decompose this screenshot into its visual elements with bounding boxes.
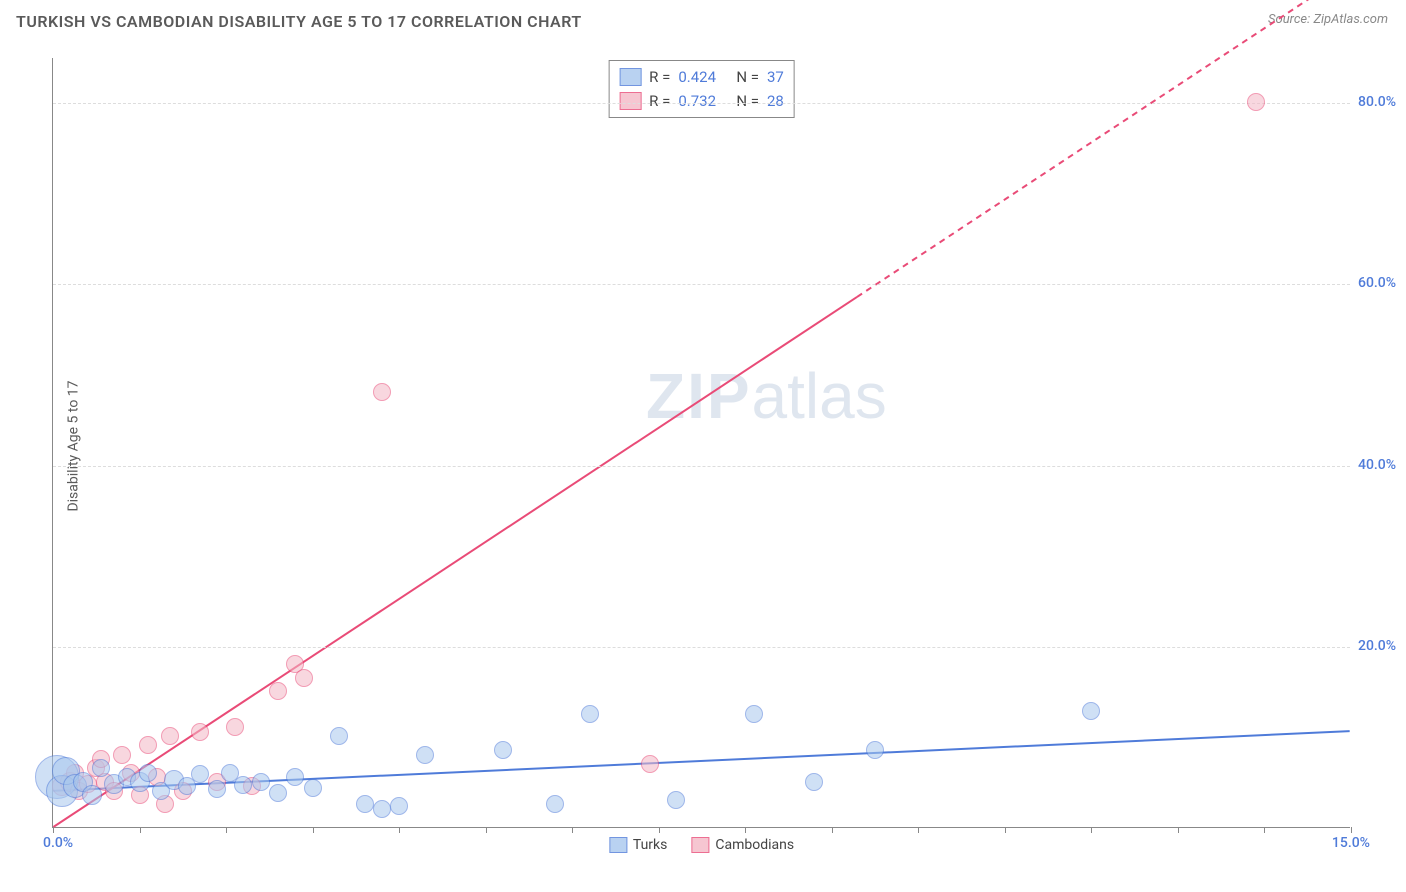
cambodians-stats-row: R = 0.732 N = 28 — [619, 89, 784, 113]
turks-point — [390, 797, 408, 815]
stats-legend: R = 0.424 N = 37 R = 0.732 N = 28 — [608, 60, 795, 118]
x-tick — [1351, 827, 1352, 833]
cambodians-trend-line-dashed — [857, 0, 1350, 297]
cambodians-point — [113, 746, 131, 764]
n-value: 37 — [767, 65, 784, 89]
series-legend: Turks Cambodians — [609, 837, 794, 853]
x-tick — [53, 827, 54, 833]
plot-area: ZIPatlas R =0.424N =37R =0.732N =28 Turk… — [52, 58, 1350, 828]
turks-swatch — [619, 68, 641, 86]
gridline-horizontal — [53, 103, 1350, 104]
y-tick-label: 20.0% — [1358, 638, 1406, 654]
cambodians-legend-swatch — [691, 837, 709, 853]
cambodians-trend-line — [53, 297, 857, 827]
x-tick — [918, 827, 919, 833]
r-value: 0.732 — [678, 89, 728, 113]
cambodians-swatch — [619, 92, 641, 110]
r-label: R = — [649, 89, 670, 113]
source-attribution: Source: ZipAtlas.com — [1268, 12, 1388, 27]
turks-point — [1082, 702, 1100, 720]
x-tick — [832, 827, 833, 833]
source-name: ZipAtlas.com — [1313, 12, 1388, 27]
turks-point — [805, 773, 823, 791]
n-value: 28 — [767, 89, 784, 113]
trend-lines-svg — [53, 58, 1350, 827]
turks-point — [252, 773, 270, 791]
turks-point — [546, 795, 564, 813]
turks-legend-label: Turks — [633, 837, 668, 853]
turks-point — [494, 741, 512, 759]
turks-point — [82, 785, 102, 805]
turks-point — [191, 765, 209, 783]
turks-point — [416, 746, 434, 764]
x-tick — [399, 827, 400, 833]
cambodians-point — [191, 723, 209, 741]
cambodians-point — [269, 682, 287, 700]
x-tick — [1178, 827, 1179, 833]
x-axis-min-label: 0.0% — [43, 835, 73, 851]
cambodians-point — [1247, 93, 1265, 111]
turks-point — [373, 800, 391, 818]
x-tick — [140, 827, 141, 833]
cambodians-point — [161, 727, 179, 745]
r-label: R = — [649, 65, 670, 89]
x-tick — [745, 827, 746, 833]
turks-point — [330, 727, 348, 745]
cambodians-point — [226, 718, 244, 736]
x-tick — [572, 827, 573, 833]
chart-title: TURKISH VS CAMBODIAN DISABILITY AGE 5 TO… — [16, 12, 582, 31]
cambodians-point — [641, 755, 659, 773]
watermark: ZIPatlas — [646, 359, 887, 433]
y-tick-label: 80.0% — [1358, 94, 1406, 110]
n-label: N = — [736, 65, 759, 89]
turks-point — [208, 780, 226, 798]
x-tick — [659, 827, 660, 833]
x-tick — [486, 827, 487, 833]
x-tick — [313, 827, 314, 833]
turks-point — [581, 705, 599, 723]
gridline-horizontal — [53, 647, 1350, 648]
gridline-horizontal — [53, 284, 1350, 285]
x-tick — [1091, 827, 1092, 833]
watermark-bold: ZIP — [646, 360, 752, 432]
turks-legend-item: Turks — [609, 837, 668, 853]
x-tick — [1264, 827, 1265, 833]
turks-legend-swatch — [609, 837, 627, 853]
x-axis-max-label: 15.0% — [1332, 835, 1370, 851]
x-tick — [1005, 827, 1006, 833]
cambodians-legend-item: Cambodians — [691, 837, 794, 853]
r-value: 0.424 — [678, 65, 728, 89]
x-tick — [226, 827, 227, 833]
cambodians-point — [295, 669, 313, 687]
turks-point — [667, 791, 685, 809]
source-label: Source: — [1268, 12, 1313, 27]
turks-point — [866, 741, 884, 759]
turks-point — [234, 776, 252, 794]
cambodians-point — [373, 383, 391, 401]
turks-point — [745, 705, 763, 723]
gridline-horizontal — [53, 466, 1350, 467]
turks-point — [286, 768, 304, 786]
cambodians-point — [139, 736, 157, 754]
turks-point — [304, 779, 322, 797]
n-label: N = — [736, 89, 759, 113]
y-tick-label: 60.0% — [1358, 275, 1406, 291]
y-tick-label: 40.0% — [1358, 457, 1406, 473]
turks-stats-row: R = 0.424 N = 37 — [619, 65, 784, 89]
turks-point — [356, 795, 374, 813]
watermark-rest: atlas — [752, 360, 887, 432]
turks-point — [139, 764, 157, 782]
cambodians-legend-label: Cambodians — [715, 837, 794, 853]
turks-point — [269, 784, 287, 802]
